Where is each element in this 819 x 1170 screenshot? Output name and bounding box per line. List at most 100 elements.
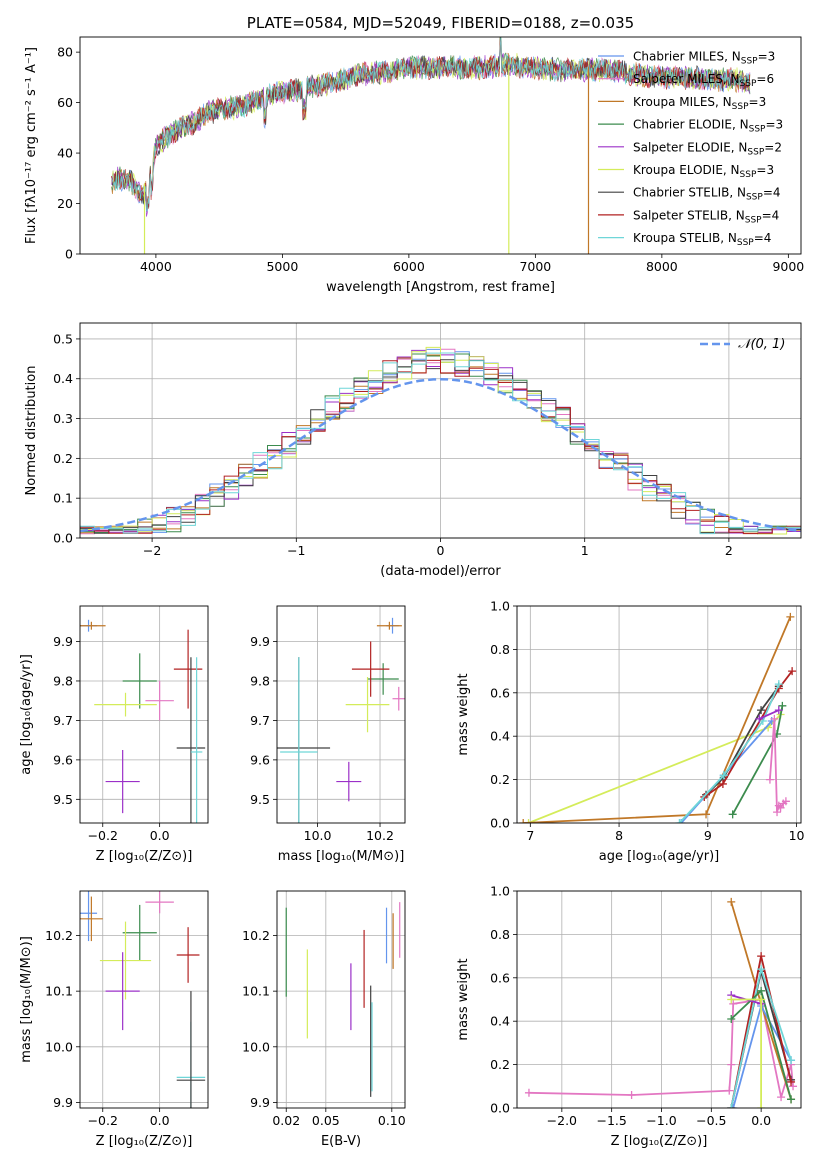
- plus-marker: [727, 1015, 736, 1024]
- x-tick-label: 7000: [519, 259, 551, 274]
- mass-weight-lines: [524, 897, 798, 1108]
- errorbar-points: [285, 902, 401, 1097]
- plus-marker: [787, 1056, 796, 1065]
- age-vs-metallicity-panel: −0.2 0.0 9.5 9.6 9.7 9.8 9.9 Z [log₁₀(Z/Z⊙)] age…: [19, 605, 209, 864]
- plus-marker: [755, 714, 764, 723]
- plus-marker: [727, 995, 736, 1004]
- plus-marker: [729, 1104, 738, 1108]
- residual-histogram-panel: −2 −1 0 1 2 0.0 0.1 0.2 0.3 0.4 0.5 (data-model)/er…: [24, 322, 802, 579]
- y-tick-label: 0.4: [53, 371, 73, 386]
- plus-marker: [524, 1088, 533, 1097]
- y-tick-label: 9.6: [250, 752, 270, 767]
- y-tick-label: 9.8: [250, 673, 270, 688]
- spectrum-panel: 4000 5000 6000 7000 8000 9000 0 20 40 60 80 wavelen…: [24, 14, 804, 295]
- x-tick-label: −0.2: [88, 1113, 118, 1128]
- y-tick-label: 9.9: [53, 1095, 73, 1110]
- x-axis-label: Z [log₁₀(Z/Z⊙)]: [96, 849, 193, 864]
- x-tick-label: −1.5: [596, 1113, 626, 1128]
- legend-entry: Kroupa ELODIE, NSSP=3: [633, 163, 774, 180]
- spectrum-series-line: [111, 40, 751, 210]
- plus-marker: [757, 1104, 766, 1108]
- mass-vs-metallicity-panel: −0.2 0.0 9.9 10.0 10.1 10.2 Z [log₁₀(Z/Z⊙)] mas…: [19, 890, 209, 1149]
- legend-entry: Salpeter STELIB, NSSP=4: [633, 208, 779, 225]
- mass-weight-vs-metallicity-panel: −2.0 −1.5 −1.0 −0.5 0.0 0.0 0.2 0.4 0.6 0.8 1.0 Z […: [456, 884, 802, 1149]
- y-tick-label: 9.9: [53, 634, 73, 649]
- y-tick-label: 0.4: [490, 729, 510, 744]
- x-tick-label: 10.2: [366, 828, 394, 843]
- y-tick-label: 80: [57, 45, 73, 60]
- y-tick-label: 10.0: [45, 1039, 73, 1054]
- mass-weight-series: [758, 709, 780, 720]
- y-tick-label: 0.8: [490, 927, 510, 942]
- x-tick-label: 10: [789, 828, 805, 843]
- plus-marker: [727, 897, 736, 906]
- axes-frame: [79, 322, 802, 539]
- y-tick-label: 9.9: [250, 1095, 270, 1110]
- plus-marker: [727, 1060, 736, 1069]
- y-tick-label: 0.8: [490, 642, 510, 657]
- plus-marker: [774, 706, 783, 715]
- legend-entry: Kroupa STELIB, NSSP=4: [633, 231, 771, 248]
- mass-weight-series: [528, 998, 794, 1098]
- legend-entry: Salpeter ELODIE, NSSP=2: [633, 140, 782, 157]
- y-tick-label: 0.0: [490, 1101, 510, 1116]
- y-tick-label: 0.6: [490, 970, 510, 985]
- plus-marker: [757, 965, 766, 974]
- plus-marker: [757, 986, 766, 995]
- x-tick-label: −1.0: [646, 1113, 676, 1128]
- plus-marker: [757, 995, 766, 1004]
- x-axis-label: E(B-V): [321, 1134, 361, 1149]
- y-tick-label: 9.5: [53, 792, 73, 807]
- x-tick-label: 0: [437, 543, 445, 558]
- x-tick-label: −0.2: [88, 828, 118, 843]
- mass-vs-extinction-panel: 0.02 0.05 0.10 9.9 10.0 10.1 10.2 E(B-V): [242, 890, 406, 1149]
- plus-marker: [777, 1093, 786, 1102]
- axes-frame: [79, 36, 802, 255]
- x-axis-label: age [log₁₀(age/yr)]: [599, 849, 720, 864]
- plus-marker: [786, 612, 795, 621]
- plus-marker: [627, 1090, 636, 1099]
- y-axis-label: mass weight: [456, 673, 471, 755]
- y-axis-label: Flux [fλ10⁻¹⁷ erg cm⁻² s⁻¹ A⁻¹]: [24, 47, 39, 244]
- y-tick-label: 10.0: [242, 1039, 270, 1054]
- y-tick-label: 10.1: [45, 984, 73, 999]
- mass-weight-series: [523, 616, 792, 823]
- x-tick-label: 0.0: [150, 1113, 170, 1128]
- plus-marker: [774, 680, 783, 689]
- x-axis-label: Z [log₁₀(Z/Z⊙)]: [611, 1134, 708, 1149]
- plus-marker: [729, 999, 738, 1008]
- plus-marker: [719, 771, 728, 780]
- y-tick-label: 10.2: [45, 928, 73, 943]
- plus-marker: [718, 779, 727, 788]
- x-tick-label: −1: [287, 543, 305, 558]
- y-tick-label: 0.2: [490, 772, 510, 787]
- plus-marker: [770, 714, 779, 723]
- plus-marker: [778, 701, 787, 710]
- legend-entry: Chabrier ELODIE, NSSP=3: [633, 118, 783, 135]
- plus-marker: [773, 808, 782, 817]
- x-tick-label: 6000: [393, 259, 425, 274]
- plus-marker: [765, 775, 774, 784]
- y-tick-label: 60: [57, 95, 73, 110]
- y-tick-label: 9.9: [250, 634, 270, 649]
- plus-marker: [727, 1104, 736, 1108]
- spectrum-lines: [111, 37, 751, 254]
- plus-marker: [524, 819, 533, 823]
- histogram-steps: [80, 346, 801, 535]
- x-axis-label: wavelength [Angstrom, rest frame]: [326, 280, 555, 295]
- plus-marker: [757, 952, 766, 961]
- x-tick-label: 10.0: [304, 828, 332, 843]
- y-tick-label: 10.2: [242, 928, 270, 943]
- x-tick-label: 8: [615, 828, 623, 843]
- y-tick-label: 0.6: [490, 685, 510, 700]
- y-axis-label: Normed distribution: [24, 366, 39, 496]
- errorbar-points: [277, 617, 405, 823]
- plus-marker: [702, 810, 711, 819]
- y-tick-label: 9.7: [53, 713, 73, 728]
- errorbar-points: [80, 891, 206, 1108]
- x-tick-label: 0.10: [378, 1113, 406, 1128]
- plus-marker: [728, 810, 737, 819]
- y-tick-label: 1.0: [490, 599, 510, 614]
- x-axis-label: mass [log₁₀(M/M⊙)]: [278, 849, 405, 864]
